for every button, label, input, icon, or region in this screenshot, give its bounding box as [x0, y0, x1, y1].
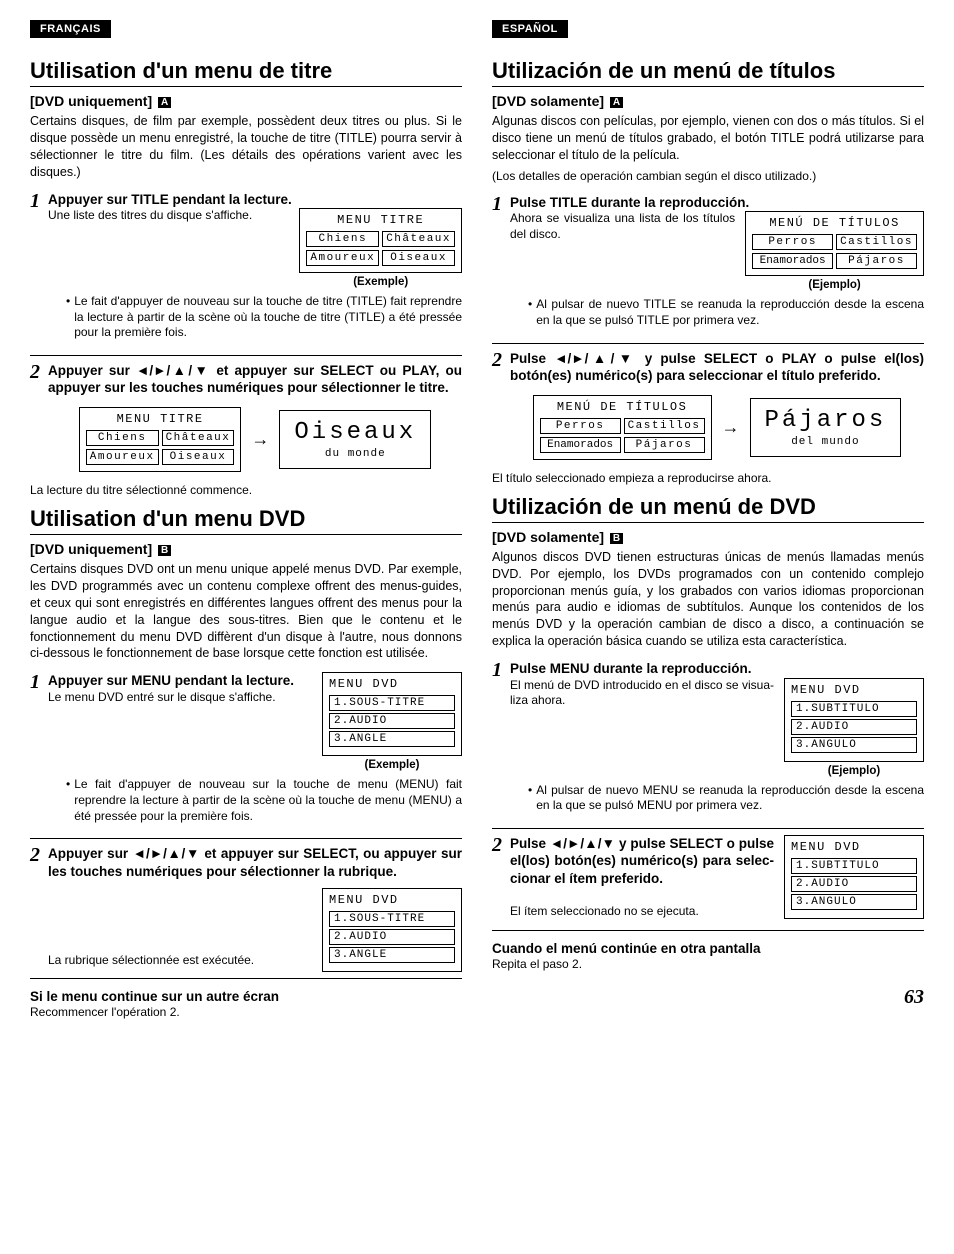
es-s1-step2: 2 Pulse ◄/►/▲/▼ y pulse SELECT o PLAY o …	[492, 343, 924, 470]
es-s1-intro2: (Los detalles de operación cambian según…	[492, 168, 924, 184]
fr-s1-step2: 2 Appuyer sur ◄/►/▲/▼ et appuyer sur SE­…	[30, 355, 462, 482]
es-s1-subtitle: [DVD solamente] A	[492, 93, 924, 109]
fr-s1-subtitle: [DVD uniquement] A	[30, 93, 462, 109]
fr-dvd-menu-box-2: MENU DVD 1.SOUS-TITRE 2.AUDIO 3.ANGLE	[322, 888, 462, 972]
es-s2-step1: 1 Pulse MENU durante la reproducción. El…	[492, 660, 924, 818]
fr-s1-after: La lecture du titre sélectionné commence…	[30, 482, 462, 498]
es-footer-title: Cuando el menú continúe en otra pantalla	[492, 941, 924, 956]
fr-s2-intro: Certains disques DVD ont un menu unique …	[30, 561, 462, 662]
es-s2-subtitle: [DVD solamente] B	[492, 529, 924, 545]
fr-s2-title: Utilisation d'un menu DVD	[30, 506, 462, 535]
arrow-icon: →	[251, 429, 269, 450]
fr-s1-title: Utilisation d'un menu de titre	[30, 58, 462, 87]
es-s1-bullet1: •Al pulsar de nuevo TITLE se reanuda la …	[528, 297, 924, 328]
arrow-icon: →	[722, 417, 740, 438]
es-s2-intro: Algunos discos DVD tienen estructuras ún…	[492, 549, 924, 650]
fr-s1-intro: Certains disques, de film par exemple, p…	[30, 113, 462, 181]
fr-s2-subtitle: [DVD uniquement] B	[30, 541, 462, 557]
fr-s1-step1: 1 Appuyer sur TITLE pendant la lecture. …	[30, 191, 462, 345]
es-dvd-menu-box: MENU DVD 1.SUBTITULO 2.AUDIO 3.ANGULO	[784, 678, 924, 762]
fr-footer-desc: Recommencer l'opération 2.	[30, 1004, 462, 1020]
es-dvd-menu-box-2: MENU DVD 1.SUBTITULO 2.AUDIO 3.ANGULO	[784, 835, 924, 919]
french-column: FRANÇAIS Utilisation d'un menu de titre …	[30, 20, 462, 1024]
es-s1-title: Utilización de un menú de títulos	[492, 58, 924, 87]
fr-result-box: Oiseaux du monde	[279, 410, 431, 469]
es-title-menu-box: MENÚ DE TÍTULOS Perros Castillos Enamora…	[745, 211, 924, 276]
fr-s2-bullet1: •Le fait d'appuyer de nouveau sur la tou…	[66, 777, 462, 824]
es-footer-desc: Repita el paso 2.	[492, 956, 924, 972]
es-s2-title: Utilización de un menú de DVD	[492, 494, 924, 523]
es-result-box: Pájaros del mundo	[750, 398, 902, 457]
fr-footer-title: Si le menu continue sur un autre écran	[30, 989, 462, 1004]
lang-tag-fr: FRANÇAIS	[30, 20, 111, 38]
lang-tag-es: ESPAÑOL	[492, 20, 568, 38]
fr-s1-bullet1: •Le fait d'appuyer de nouveau sur la tou…	[66, 294, 462, 341]
fr-title-menu-box: MENU TITRE Chiens Châteaux Amoureux Oise…	[299, 208, 462, 273]
fr-s2-step2: 2 Appuyer sur ◄/►/▲/▼ et appuyer sur SEL…	[30, 838, 462, 972]
es-s2-step2: 2 Pulse ◄/►/▲/▼ y pulse SELECT o pulse e…	[492, 828, 924, 924]
es-s1-after: El título seleccionado empieza a reprodu…	[492, 470, 924, 486]
es-s1-intro: Algunas discos con películas, por ejempl…	[492, 113, 924, 164]
fr-s2-step1: 1 Appuyer sur MENU pendant la lecture. L…	[30, 672, 462, 828]
fr-title-menu-box-2: MENU TITRE Chiens Châteaux Amoureux Oise…	[79, 407, 242, 472]
spanish-column: ESPAÑOL Utilización de un menú de título…	[492, 20, 924, 1024]
es-s2-bullet1: •Al pulsar de nuevo MENU se reanuda la r…	[528, 783, 924, 814]
es-title-menu-box-2: MENÚ DE TÍTULOS Perros Castillos Enamora…	[533, 395, 712, 460]
es-s1-step1: 1 Pulse TITLE durante la reproducción. A…	[492, 194, 924, 333]
page-number: 63	[492, 986, 924, 1009]
fr-dvd-menu-box: MENU DVD 1.SOUS-TITRE 2.AUDIO 3.ANGLE	[322, 672, 462, 756]
